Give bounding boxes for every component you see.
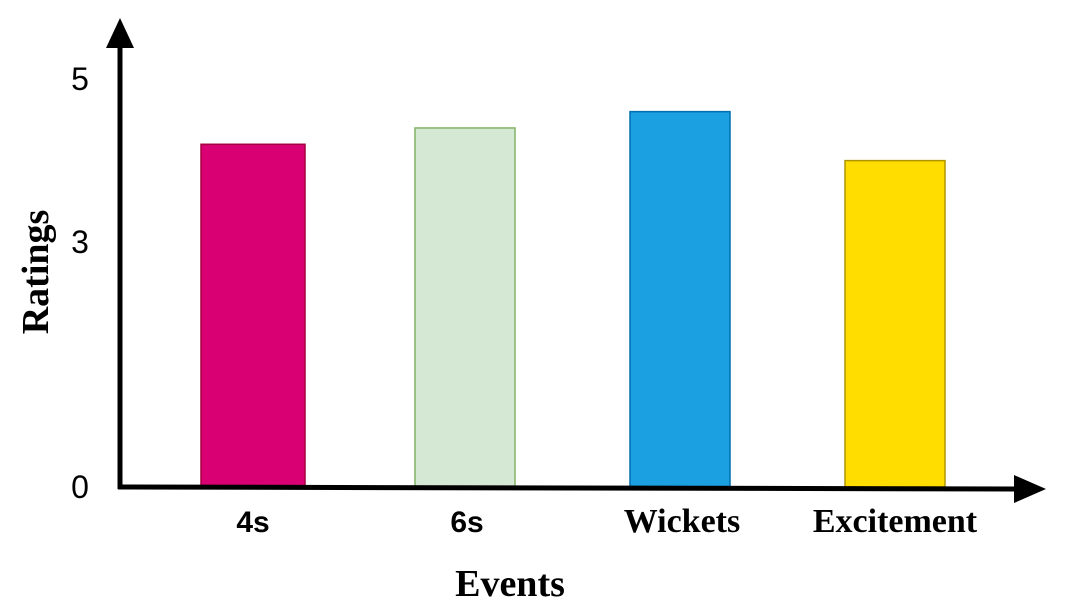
x-axis-line: [117, 484, 1019, 492]
y-axis-arrow-icon: [106, 18, 134, 48]
y-tick-label: 5: [71, 61, 89, 97]
y-tick-label: 0: [71, 469, 89, 505]
bars-layer: [200, 110, 946, 488]
bar-wickets: [629, 110, 731, 488]
y-ticks-layer: 0 3 5: [71, 61, 89, 505]
x-axis-title: Events: [455, 563, 565, 605]
y-axis-title: Ratings: [15, 210, 57, 335]
bar-4s: [200, 143, 306, 488]
x-labels-layer: 4s 6s Wickets Excitement: [236, 503, 977, 540]
x-tick-label: 4s: [236, 506, 269, 539]
x-tick-label: Excitement: [813, 503, 978, 540]
bar-6s: [414, 127, 516, 488]
y-tick-label: 3: [71, 224, 89, 260]
x-tick-label: Wickets: [624, 503, 740, 540]
x-axis-arrow-icon: [1014, 475, 1046, 503]
bar-excitement: [844, 159, 946, 488]
x-tick-label: 6s: [450, 506, 483, 539]
